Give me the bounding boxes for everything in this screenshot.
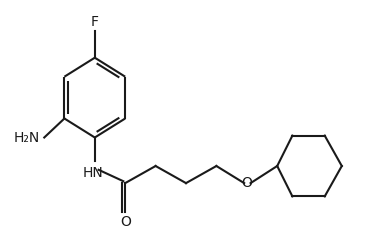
- Text: O: O: [120, 215, 131, 229]
- Text: F: F: [91, 15, 99, 29]
- Text: HN: HN: [83, 166, 103, 180]
- Text: H₂N: H₂N: [13, 131, 40, 145]
- Text: O: O: [241, 176, 252, 190]
